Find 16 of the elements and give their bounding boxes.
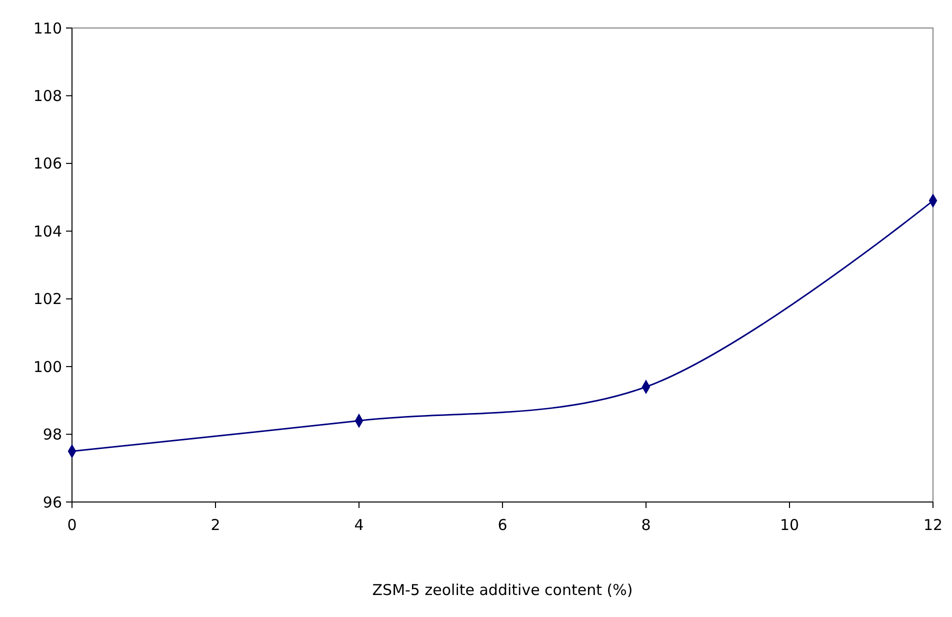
x-tick-label: 0 — [67, 516, 77, 534]
y-tick-label: 100 — [33, 358, 62, 376]
x-tick-label: 2 — [210, 516, 220, 534]
x-tick-label: 10 — [780, 516, 800, 534]
y-tick-label: 108 — [33, 86, 62, 105]
y-tick-label: 102 — [33, 290, 62, 308]
y-tick-label: 104 — [33, 222, 62, 240]
y-tick-label: 110 — [33, 19, 62, 38]
x-axis-title: ZSM-5 zeolite additive content (%) — [372, 581, 633, 599]
x-tick-label: 12 — [923, 516, 943, 534]
x-tick-label: 8 — [641, 516, 651, 534]
x-tick-label: 4 — [354, 516, 364, 534]
y-tick-label: 106 — [33, 154, 62, 173]
x-tick-label: 6 — [498, 516, 508, 534]
y-tick-label: 96 — [42, 493, 62, 512]
y-tick-label: 98 — [42, 426, 62, 444]
